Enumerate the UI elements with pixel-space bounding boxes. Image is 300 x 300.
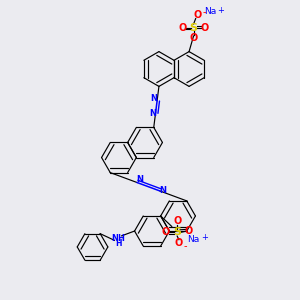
Text: S: S	[190, 22, 198, 33]
Text: O: O	[193, 10, 201, 20]
Text: O: O	[201, 22, 209, 33]
Text: +: +	[217, 6, 224, 15]
Text: Na: Na	[188, 235, 200, 244]
Text: Na: Na	[204, 8, 216, 16]
Text: N: N	[136, 175, 143, 184]
Text: O: O	[184, 226, 193, 236]
Text: +: +	[201, 233, 208, 242]
Text: O: O	[175, 238, 183, 248]
Text: -: -	[202, 7, 206, 17]
Text: O: O	[162, 227, 170, 238]
Text: NH: NH	[111, 234, 125, 243]
Text: H: H	[116, 239, 122, 248]
Text: O: O	[189, 33, 198, 43]
Text: S: S	[173, 227, 181, 238]
Text: N: N	[160, 186, 167, 195]
Text: O: O	[178, 22, 186, 33]
Text: N: N	[149, 109, 156, 118]
Text: O: O	[173, 216, 181, 226]
Text: N: N	[151, 94, 158, 103]
Text: -: -	[184, 241, 187, 251]
